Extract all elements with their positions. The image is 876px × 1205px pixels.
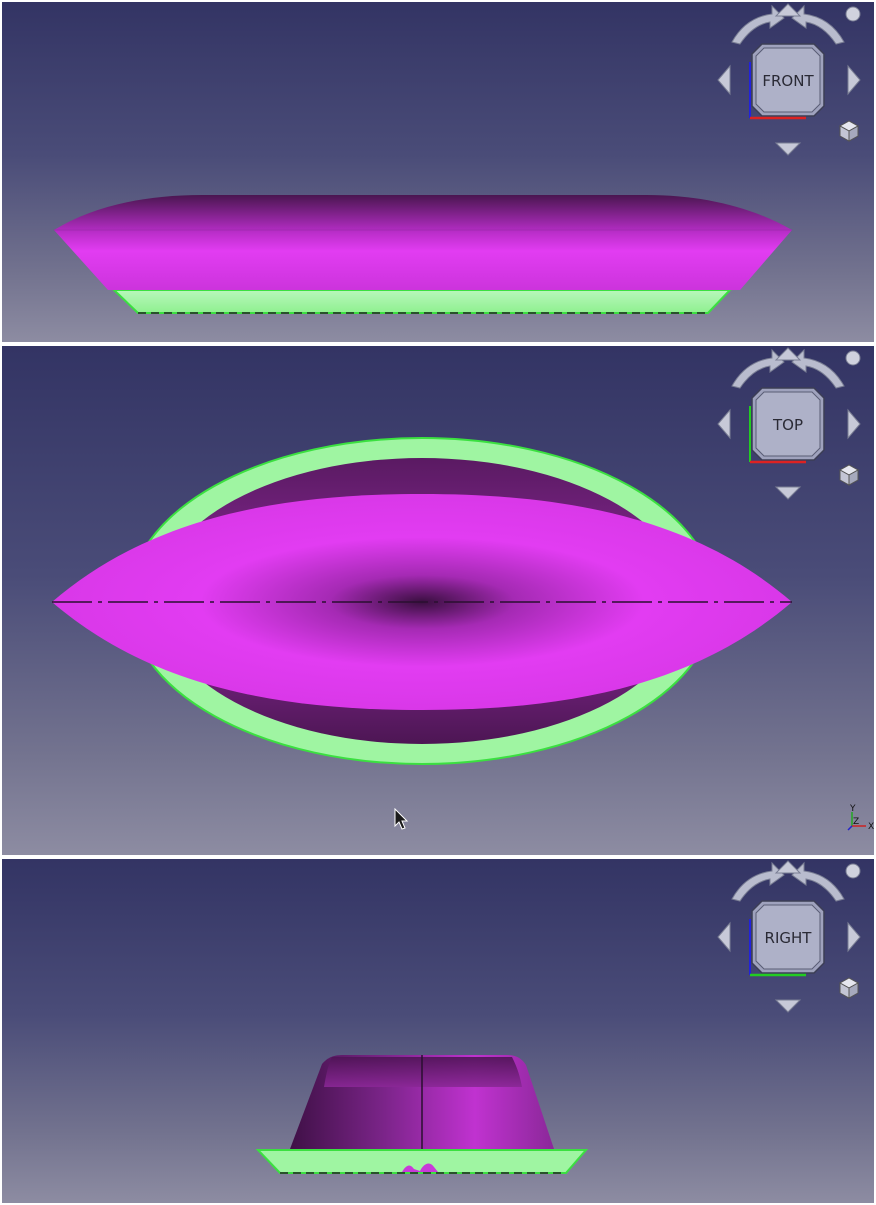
- flange-front: [111, 289, 733, 314]
- rotate-right-icon[interactable]: [791, 348, 845, 389]
- model-top-view[interactable]: [2, 346, 874, 855]
- cube-label: FRONT: [762, 72, 814, 90]
- arrow-up-icon[interactable]: [774, 860, 802, 874]
- arrow-right-icon[interactable]: [847, 408, 861, 440]
- view-menu-icon[interactable]: [845, 6, 861, 22]
- arrow-down-icon[interactable]: [774, 142, 802, 156]
- isometric-cube-icon[interactable]: [838, 120, 860, 142]
- axis-indicator: Y Z X: [847, 804, 874, 832]
- view-menu-icon[interactable]: [845, 863, 861, 879]
- mouse-cursor-icon: [394, 808, 409, 830]
- view-menu-icon[interactable]: [845, 350, 861, 366]
- arrow-left-icon[interactable]: [717, 921, 731, 953]
- cube-label: RIGHT: [765, 929, 813, 947]
- cube-label: TOP: [772, 416, 803, 434]
- model-right-view[interactable]: [2, 859, 874, 1203]
- arrow-up-icon[interactable]: [774, 347, 802, 361]
- navigation-cube[interactable]: TOP: [714, 346, 874, 506]
- axis-y-label: Y: [849, 804, 856, 814]
- rotate-left-icon[interactable]: [731, 4, 785, 45]
- cube-face[interactable]: RIGHT: [751, 900, 825, 974]
- right-view-viewport[interactable]: RIGHT: [2, 859, 874, 1203]
- axis-z-label: Z: [853, 817, 859, 827]
- isometric-cube-icon[interactable]: [838, 464, 860, 486]
- arrow-down-icon[interactable]: [774, 486, 802, 500]
- navigation-cube[interactable]: RIGHT: [714, 859, 874, 1019]
- cube-face[interactable]: TOP: [751, 387, 825, 461]
- isometric-cube-icon[interactable]: [838, 977, 860, 999]
- arrow-right-icon[interactable]: [847, 64, 861, 96]
- arrow-left-icon[interactable]: [717, 64, 731, 96]
- body-front: [54, 230, 792, 290]
- cube-face[interactable]: FRONT: [751, 43, 825, 117]
- front-view-viewport[interactable]: FRONT: [2, 2, 874, 342]
- rotate-left-icon[interactable]: [731, 348, 785, 389]
- top-view-viewport[interactable]: TOP Y Z X: [2, 346, 874, 855]
- rotate-left-icon[interactable]: [731, 861, 785, 902]
- rotate-right-icon[interactable]: [791, 861, 845, 902]
- flange-right: [255, 1149, 589, 1174]
- navigation-cube[interactable]: FRONT: [714, 2, 874, 162]
- model-front-view[interactable]: [2, 2, 874, 342]
- arrow-up-icon[interactable]: [774, 3, 802, 17]
- axis-x-label: X: [868, 822, 874, 832]
- arrow-down-icon[interactable]: [774, 999, 802, 1013]
- rotate-right-icon[interactable]: [791, 4, 845, 45]
- arrow-left-icon[interactable]: [717, 408, 731, 440]
- arrow-right-icon[interactable]: [847, 921, 861, 953]
- dome-front: [54, 195, 792, 230]
